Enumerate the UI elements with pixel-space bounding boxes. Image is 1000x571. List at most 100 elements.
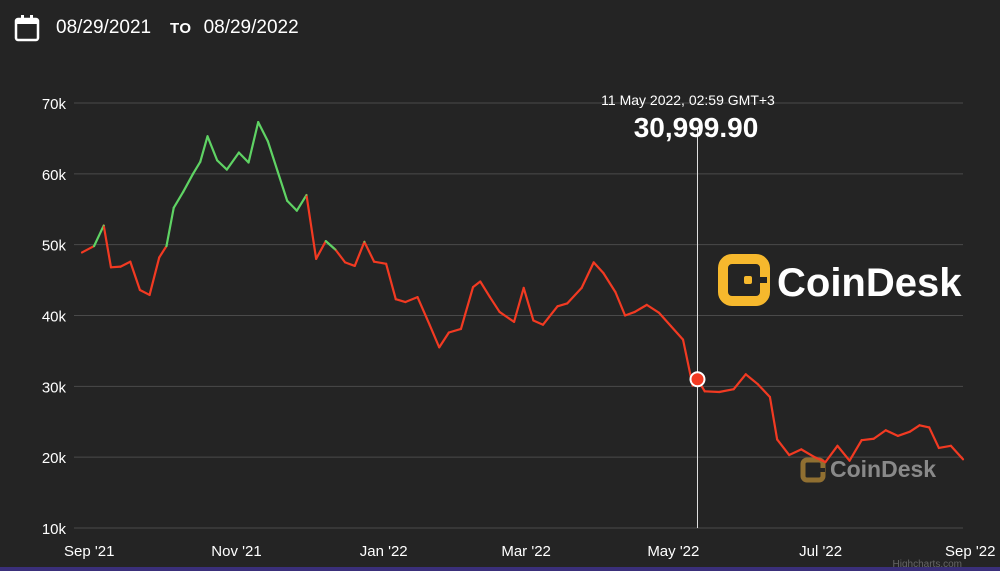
price-segment [172,190,185,209]
price-point [363,240,366,243]
coindesk-logo-text: CoinDesk [777,261,962,305]
price-point [884,429,887,432]
price-segment [276,169,289,202]
price-point [404,301,407,303]
price-segment [541,305,559,326]
price-point [522,286,525,289]
price-point [206,135,209,138]
price-point [928,426,931,429]
price-segment [324,240,337,251]
price-segment [836,444,851,462]
price-point [460,328,462,330]
price-point [592,261,595,264]
price-segment [800,448,815,458]
end-date-input[interactable]: 08/29/2022 [203,17,299,38]
coindesk-small-icon [800,457,826,483]
price-point [110,266,112,269]
y-tick-label: 10k [42,521,67,538]
highcharts-credit[interactable]: Highcharts.com [893,559,962,570]
price-segment [848,439,863,462]
hover-point [689,371,706,388]
price-segment [788,448,803,457]
price-point [703,390,706,393]
price-point [744,373,747,376]
price-segment [119,260,132,268]
y-tick-label: 70k [42,96,67,113]
x-tick-label: Jan '22 [360,543,408,560]
price-segment [703,390,721,394]
price-point [315,257,318,260]
price-point [102,224,105,227]
price-segment [237,151,250,164]
price-segment [512,286,525,323]
start-date-input[interactable]: 08/29/2021 [56,17,152,38]
price-point [353,265,356,267]
price-point [225,168,228,171]
price-point [633,311,636,313]
price-segment [334,248,347,264]
price-point [769,396,771,398]
calendar-icon[interactable] [14,14,40,42]
y-tick-label: 60k [42,167,67,184]
price-segment [199,135,209,163]
price-segment [394,298,407,304]
price-segment [353,240,366,268]
price-segment [718,388,735,394]
price-point [918,424,921,427]
price-point [812,455,815,458]
price-point [756,383,759,386]
price-segment [182,172,195,193]
price-point [192,172,194,175]
price-point [472,286,474,289]
price-segment [165,206,175,248]
y-tick-label: 30k [42,379,67,396]
price-point [872,437,875,440]
tooltip-date: 11 May 2022, 02:59 GMT+3 [601,92,775,108]
price-point [129,260,132,263]
price-segment [614,291,627,317]
price-point [165,245,168,247]
price-point [182,190,185,193]
price-point [602,272,605,274]
price-point [428,323,431,326]
price-point [860,439,863,442]
price-point [542,323,544,326]
price-segment [580,261,595,289]
price-segment [438,331,450,349]
price-segment [776,438,791,457]
y-tick-label: 40k [42,309,67,326]
coindesk-small-text: CoinDesk [830,456,936,482]
price-point [237,151,240,154]
x-tick-label: May '22 [647,543,699,560]
price-point [532,319,535,322]
price-point [498,311,501,313]
price-segment [532,319,545,326]
price-segment [343,261,356,268]
price-segment [872,429,887,440]
price-segment [206,135,219,162]
price-point [286,199,289,202]
price-segment [148,256,161,297]
price-segment [812,455,827,464]
price-segment [257,121,269,143]
price-segment [471,280,482,289]
price-segment [479,280,492,299]
price-segment [949,444,965,461]
price-point [81,251,83,254]
price-point [139,289,141,291]
price-segment [247,121,260,164]
price-segment [191,160,202,175]
price-segment [102,224,113,269]
price-segment [286,199,298,212]
price-point [447,331,450,334]
price-point [950,444,952,447]
price-point [513,320,515,323]
price-segment [645,303,660,314]
price-segment [732,373,747,391]
price-point [373,260,375,263]
price-point [788,454,791,456]
price-series [80,121,965,464]
price-segment [92,224,105,248]
price-point [645,303,648,306]
